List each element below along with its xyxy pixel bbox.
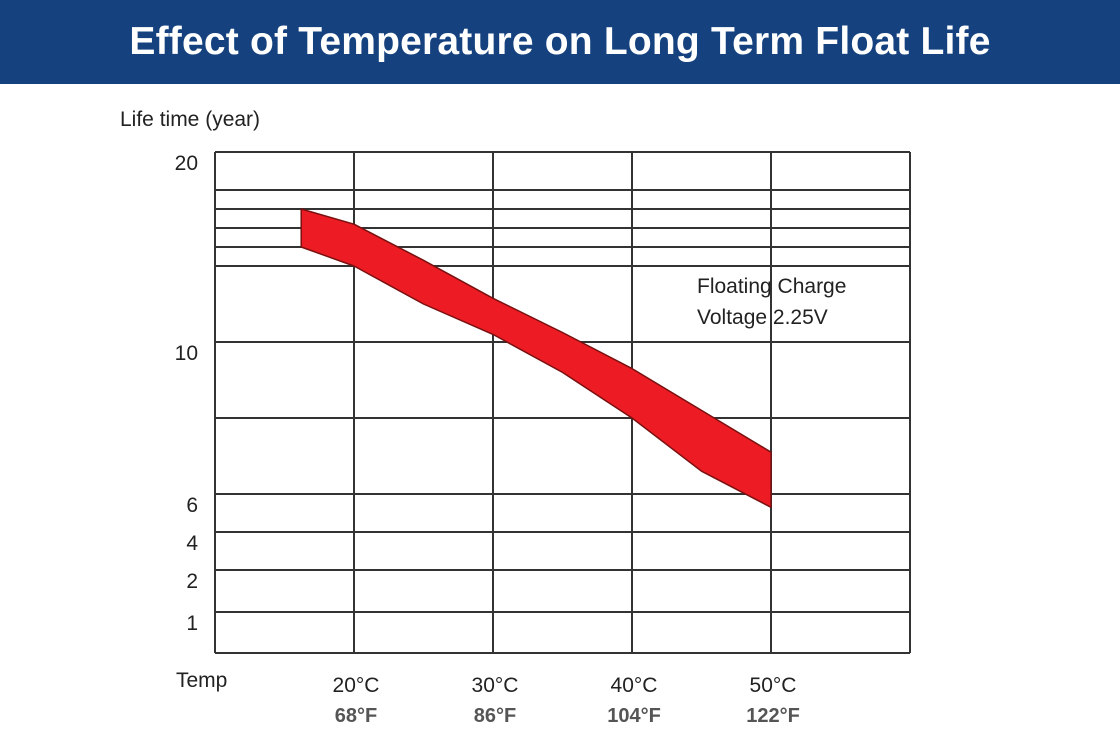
chart-title: Effect of Temperature on Long Term Float… xyxy=(129,20,991,63)
x-tick-label-fahrenheit: 86°F xyxy=(474,705,516,727)
y-tick-label: 4 xyxy=(186,532,198,555)
y-tick-label: 2 xyxy=(186,570,198,593)
annotation-line-2: Voltage 2.25V xyxy=(697,306,828,329)
y-tick-label: 1 xyxy=(186,612,198,635)
title-banner: Effect of Temperature on Long Term Float… xyxy=(0,0,1120,84)
x-tick-label-celsius: 30°C xyxy=(472,674,519,697)
x-tick-label-celsius: 50°C xyxy=(750,674,797,697)
x-tick-label-celsius: 40°C xyxy=(611,674,658,697)
y-axis-label: Life time (year) xyxy=(120,108,260,131)
y-tick-label: 6 xyxy=(186,494,198,517)
y-tick-label: 20 xyxy=(175,152,198,175)
life-time-band xyxy=(300,208,772,509)
x-tick-label-celsius: 20°C xyxy=(333,674,380,697)
y-tick-label: 10 xyxy=(175,342,198,365)
annotation-line-1: Floating Charge xyxy=(697,275,846,298)
x-tick-labels: 20°C 68°F 30°C 86°F 40°C 104°F 50°C 122°F xyxy=(333,674,800,727)
x-tick-label-fahrenheit: 68°F xyxy=(335,705,377,727)
x-tick-label-fahrenheit: 104°F xyxy=(607,705,661,727)
y-tick-labels: 20 10 6 4 2 1 xyxy=(175,152,199,635)
x-tick-label-fahrenheit: 122°F xyxy=(746,705,800,727)
x-axis-label: Temp xyxy=(176,669,227,692)
